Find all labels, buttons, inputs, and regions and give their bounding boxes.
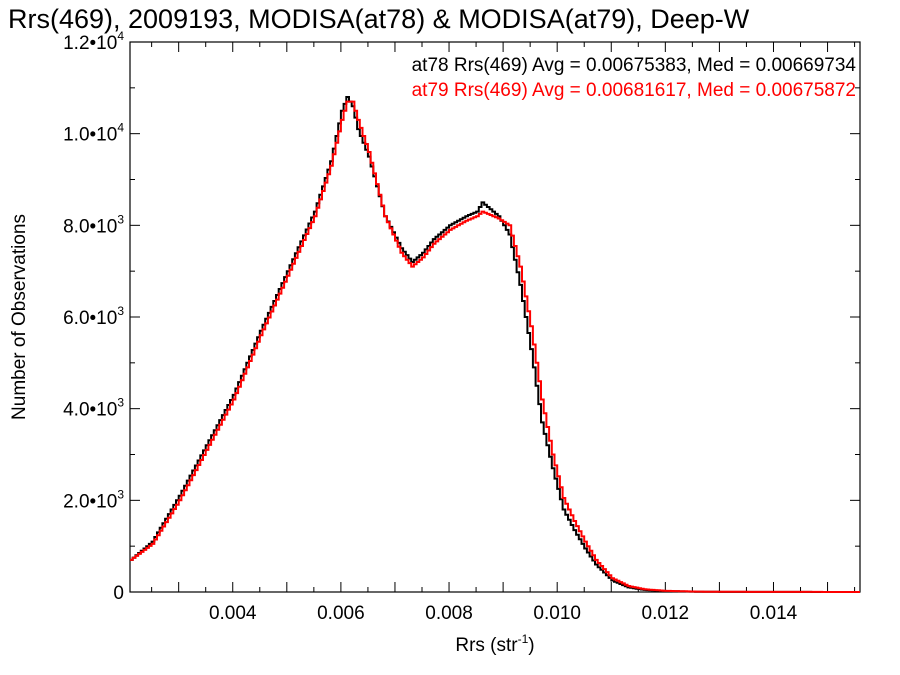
y-tick-label: 1.2•104	[63, 29, 124, 54]
series-line-at79	[130, 100, 860, 593]
y-tick-label: 6.0•103	[63, 304, 124, 329]
y-tick-label: 4.0•103	[63, 396, 124, 421]
x-axis-ticks: 0.004 0.006 0.008 0.010 0.012 0.014	[151, 42, 856, 624]
legend-series-at78: at78 Rrs(469) Avg = 0.00675383, Med = 0.…	[412, 55, 857, 76]
x-tick-label: 0.012	[642, 603, 690, 624]
legend-series-at79: at79 Rrs(469) Avg = 0.00681617, Med = 0.…	[412, 80, 856, 101]
x-axis-label-superscript: -1	[518, 632, 529, 646]
y-tick-label: 8.0•103	[63, 212, 124, 237]
y-tick-label: 1.0•104	[63, 121, 124, 146]
x-tick-label: 0.010	[533, 603, 581, 624]
x-tick-label: 0.008	[425, 603, 473, 624]
x-tick-label: 0.014	[750, 603, 798, 624]
x-axis-label: Rrs (str-1)	[455, 632, 534, 656]
series-line-at78	[130, 96, 860, 593]
x-axis-label-end: )	[528, 635, 534, 656]
x-tick-label: 0.004	[209, 603, 257, 624]
plot-frame	[129, 41, 861, 593]
series-layer	[130, 96, 860, 593]
y-axis-label: Number of Observations	[9, 214, 30, 420]
y-tick-label: 2.0•103	[63, 487, 124, 512]
x-axis-label-main: Rrs (str	[455, 635, 518, 656]
chart-title: Rrs(469), 2009193, MODISA(at78) & MODISA…	[8, 4, 750, 34]
y-axis-ticks: 0 2.0•103 4.0•103 6.0•103 8.0•103 1.0•104 1.2•…	[63, 29, 860, 604]
y-tick-label: 0	[113, 583, 124, 604]
x-tick-label: 0.006	[317, 603, 365, 624]
